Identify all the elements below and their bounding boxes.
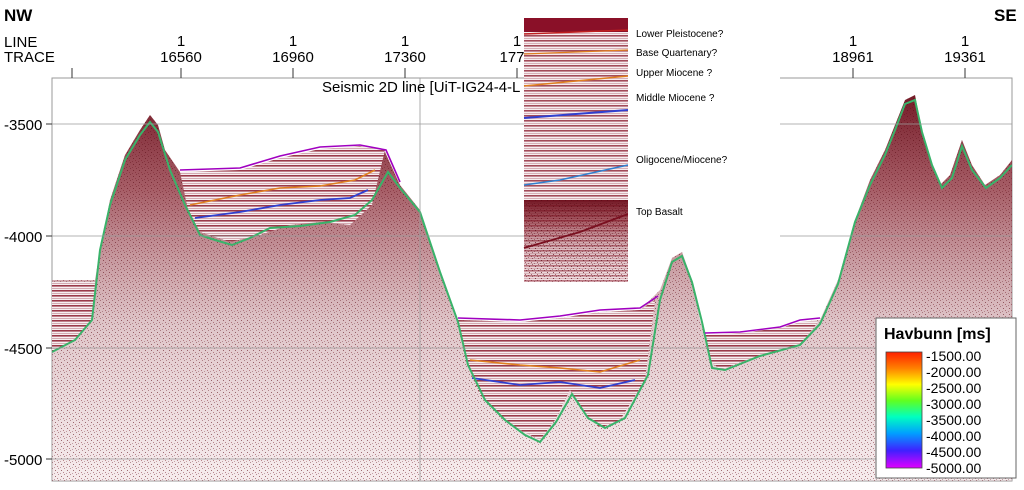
nw-label: NW: [4, 6, 33, 25]
line-axis-label: LINE: [4, 34, 37, 51]
line-number: 1: [849, 33, 857, 50]
trace-number: 16560: [160, 49, 202, 66]
se-label: SE: [994, 6, 1017, 25]
left-axis-ticks: [46, 123, 52, 460]
line-number: 1: [177, 33, 185, 50]
line-number: 1: [961, 33, 969, 50]
legend-value: -4000.00: [926, 428, 981, 444]
basin-1-sediments: [180, 146, 385, 242]
seismic-image: [52, 95, 1012, 481]
inset-horizon-base-quaternary: [523, 49, 629, 55]
inset-horizon-middle-miocene: [523, 109, 629, 119]
section-title: Seismic 2D line [UiT-IG24-4-L: [322, 79, 520, 96]
inset-horizon-upper-miocene: [523, 75, 629, 87]
seabed-horizon-2: [457, 295, 659, 321]
trace-number: 17360: [384, 49, 426, 66]
trace-number: 16960: [272, 49, 314, 66]
legend-value: -2000.00: [926, 364, 981, 380]
blue-horizon-2: [471, 377, 636, 389]
inset-label: Oligocene/Miocene?: [636, 155, 728, 166]
inset-label: Top Basalt: [636, 207, 683, 218]
inset-horizon-lower-pleistocene: [523, 29, 629, 35]
legend-value: -2500.00: [926, 380, 981, 396]
legend-value-list: -1500.00 -2000.00 -2500.00 -3000.00 -350…: [926, 348, 981, 476]
legend-title: Havbunn [ms]: [884, 326, 991, 343]
trace-number: 177: [499, 49, 524, 66]
seabed-horizon-3: [704, 317, 821, 334]
time-tick-label: -4500: [4, 341, 42, 358]
line-number: 1: [289, 33, 297, 50]
legend-value: -3500.00: [926, 412, 981, 428]
orange-horizon-2: [469, 359, 641, 373]
time-axis-labels: -3500 -4000 -4500 -5000: [4, 117, 42, 469]
seabed-horizon-1: [179, 144, 401, 183]
inset-panel: [523, 18, 780, 282]
legend-value: -5000.00: [926, 460, 981, 476]
basin-0-sediments: [52, 282, 95, 352]
basin-3-sediments: [705, 322, 818, 370]
inset-horizon-top-basalt: [523, 213, 629, 249]
legend-color-bar: [885, 351, 923, 469]
time-tick-label: -4000: [4, 229, 42, 246]
legend-value: -3000.00: [926, 396, 981, 412]
blue-horizon-1: [194, 189, 369, 219]
line-number: 1: [513, 33, 521, 50]
legend-value: -1500.00: [926, 348, 981, 364]
time-tick-label: -5000: [4, 452, 42, 469]
trace-number: 18961: [832, 49, 874, 66]
green-basement-horizon: [52, 98, 1012, 444]
time-tick-label: -3500: [4, 117, 42, 134]
basin-2-sediments: [458, 300, 655, 440]
top-axis-ticks: [71, 68, 966, 78]
inset-label: Base Quartenary?: [636, 48, 718, 59]
color-legend: Havbunn [ms] -1500.00 -2000.00 -2500.00 …: [875, 317, 1017, 479]
inset-label-list: Lower Pleistocene? Base Quartenary? Uppe…: [636, 29, 728, 218]
trace-axis-label: TRACE: [4, 49, 55, 66]
legend-value: -4500.00: [926, 444, 981, 460]
trace-number: 19361: [944, 49, 986, 66]
inset-label-area: [628, 18, 780, 240]
line-number: 1: [401, 33, 409, 50]
inset-label: Upper Miocene ?: [636, 68, 713, 79]
inset-label: Lower Pleistocene?: [636, 29, 724, 40]
inset-horizon-oligocene: [523, 164, 629, 186]
inset-label: Middle Miocene ?: [636, 93, 715, 104]
orange-horizon-1: [189, 169, 376, 206]
trace-number-row: 16560 16960 17360 177 18961 19361: [160, 49, 986, 66]
line-number-row: 1 1 1 1 1 1: [177, 33, 969, 50]
